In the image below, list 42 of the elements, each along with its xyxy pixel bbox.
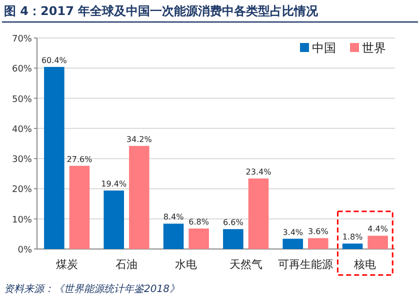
x-tick-label: 天然气: [229, 258, 262, 271]
bar: [342, 244, 363, 249]
y-tick-label: 20%: [12, 185, 32, 196]
text: 资料来源：《世界能源统计年鉴2018》: [4, 283, 180, 295]
data-label: 27.6%: [66, 154, 93, 164]
data-label: 19.4%: [101, 180, 127, 189]
legend-label: 中国: [312, 41, 336, 55]
data-label: 23.4%: [246, 167, 272, 176]
bar: [163, 224, 184, 249]
data-label: 4.4%: [368, 224, 388, 234]
bar: [129, 146, 150, 249]
data-label: 1.8%: [342, 232, 364, 242]
x-tick-label: 煤炭: [56, 258, 78, 271]
y-tick-label: 50%: [12, 94, 32, 105]
x-tick-label: 石油: [116, 258, 138, 271]
y-tick-label: 0%: [18, 246, 32, 256]
data-label: 3.6%: [308, 227, 329, 236]
bar: [368, 236, 388, 249]
bar: [44, 66, 64, 249]
bar: [69, 166, 90, 249]
bar: [308, 238, 328, 249]
y-tick-label: 30%: [12, 155, 32, 166]
data-label: 6.8%: [188, 218, 210, 227]
bar: [104, 190, 124, 249]
legend-label: 世界: [362, 41, 386, 55]
y-tick-label: 10%: [12, 215, 32, 226]
chart-title: 图 4：2017 年全球及中国一次能源消费中各类型占比情况: [4, 4, 320, 18]
x-tick-label: 可再生能源: [278, 258, 333, 271]
bar: [282, 238, 303, 249]
y-tick-label: 60%: [12, 64, 32, 75]
bar: [248, 178, 269, 249]
y-tick-label: 40%: [12, 124, 32, 135]
y-tick-label: 70%: [12, 34, 32, 44]
x-tick-label: 核电: [353, 258, 376, 271]
data-label: 34.2%: [126, 134, 152, 144]
data-label: 60.4%: [41, 56, 68, 65]
x-tick-label: 水电: [175, 258, 198, 271]
bar: [188, 228, 209, 249]
data-label: 6.6%: [223, 218, 244, 228]
bar: [223, 229, 244, 249]
data-label: 8.4%: [163, 212, 184, 222]
data-label: 3.4%: [282, 228, 304, 237]
